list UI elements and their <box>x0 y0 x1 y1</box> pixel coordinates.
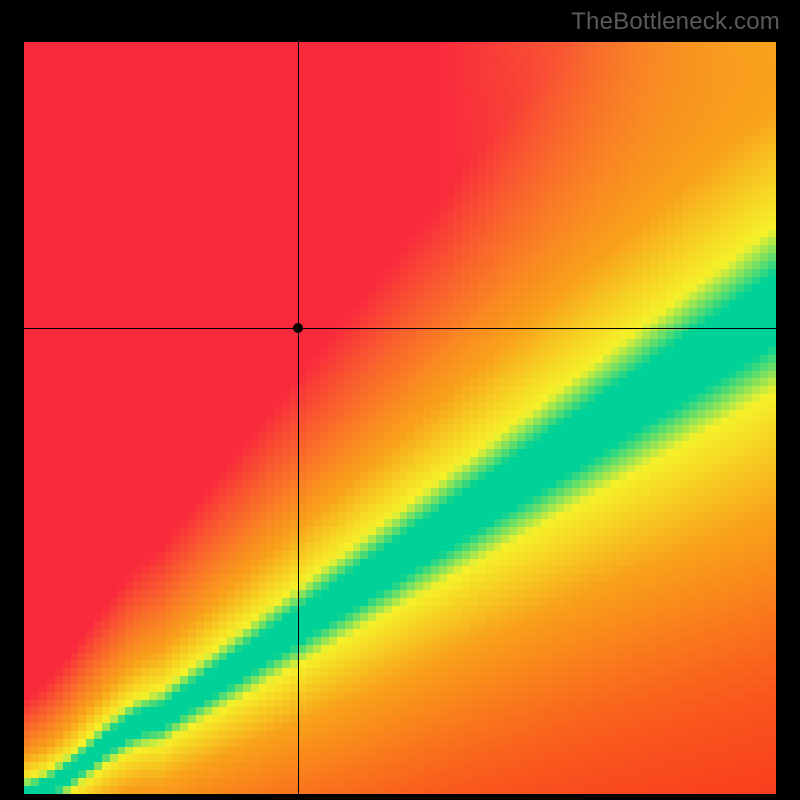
crosshair-horizontal <box>24 328 776 329</box>
crosshair-vertical <box>298 42 299 794</box>
heatmap-plot <box>24 42 776 794</box>
crosshair-point <box>293 323 303 333</box>
heatmap-canvas <box>24 42 776 794</box>
watermark-text: TheBottleneck.com <box>571 8 780 36</box>
